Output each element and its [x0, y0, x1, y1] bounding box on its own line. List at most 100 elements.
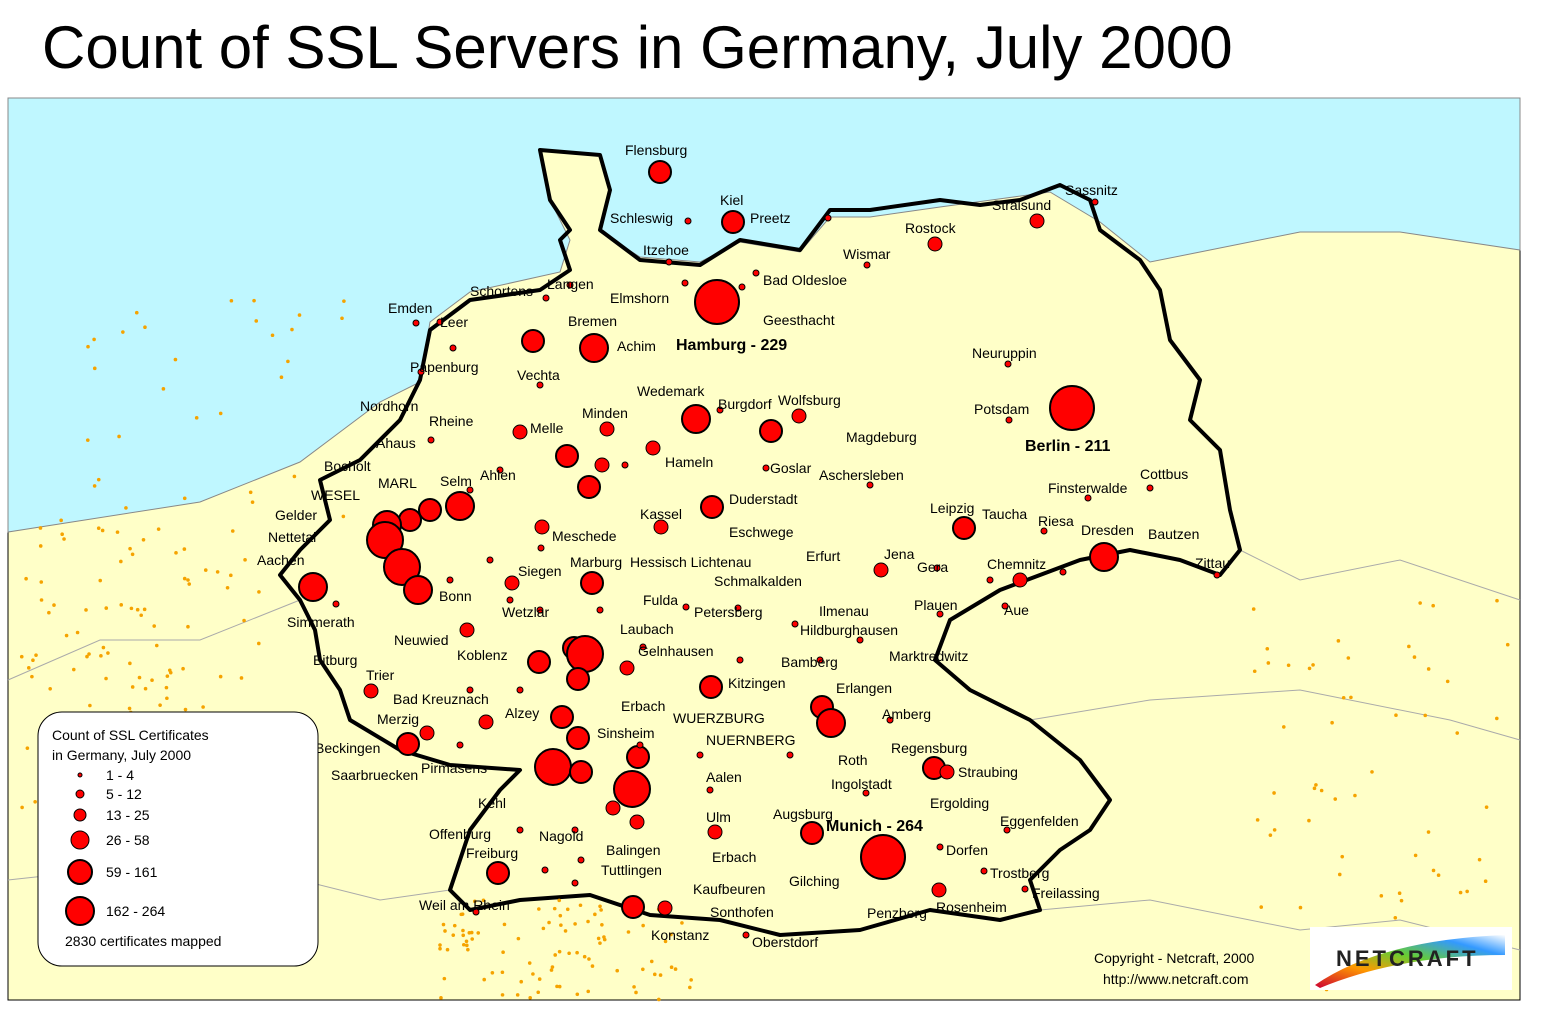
- foreign-dot: [87, 652, 91, 656]
- city-label: Kassel: [640, 506, 682, 522]
- foreign-dot: [1399, 898, 1404, 903]
- foreign-dot: [1483, 879, 1488, 883]
- foreign-dot: [173, 357, 178, 362]
- city-marker: [449, 344, 457, 352]
- city-marker: [762, 464, 770, 472]
- foreign-dot: [1268, 833, 1273, 837]
- city-label: Vechta: [517, 367, 560, 383]
- foreign-dot: [599, 908, 603, 912]
- foreign-dot: [182, 576, 187, 581]
- foreign-dot: [141, 537, 146, 542]
- city-label: Bautzen: [1148, 526, 1199, 542]
- city-label: Erbach: [621, 698, 665, 714]
- foreign-dot: [38, 526, 43, 530]
- foreign-dot: [1346, 656, 1351, 660]
- city-label: Gilching: [789, 873, 840, 889]
- city-marker: [759, 419, 783, 443]
- city-marker: [566, 281, 574, 289]
- foreign-dot: [1336, 639, 1341, 643]
- city-label: Freiburg: [466, 845, 518, 861]
- city-label: Balingen: [606, 842, 661, 858]
- foreign-dot: [1311, 663, 1315, 667]
- foreign-dot: [1379, 894, 1384, 898]
- city-marker: [639, 643, 647, 651]
- foreign-dot: [600, 923, 604, 927]
- foreign-dot: [467, 931, 472, 935]
- foreign-dot: [649, 959, 654, 964]
- city-marker: [684, 217, 692, 225]
- city-label: Langen: [547, 276, 594, 292]
- foreign-dot: [92, 484, 97, 488]
- foreign-dot: [490, 971, 495, 975]
- city-marker: [736, 656, 744, 664]
- city-label: Petersberg: [694, 604, 762, 620]
- legend-label: 162 - 264: [106, 903, 165, 919]
- city-marker: [665, 258, 673, 266]
- foreign-dot: [559, 923, 563, 927]
- city-label: Aue: [1004, 602, 1029, 618]
- city-label: Hessisch Lichtenau: [630, 554, 751, 570]
- foreign-dot: [64, 633, 69, 638]
- city-label: WUERZBURG: [673, 710, 765, 726]
- foreign-dot: [531, 972, 535, 976]
- foreign-dot: [60, 532, 64, 537]
- city-label: Wolfsburg: [778, 392, 841, 408]
- foreign-dot: [452, 923, 457, 928]
- foreign-dot: [154, 643, 159, 648]
- city-label: Kaufbeuren: [693, 881, 765, 897]
- city-label: Penzberg: [867, 905, 927, 921]
- city-marker: [569, 760, 593, 784]
- city-label: Finsterwalde: [1048, 480, 1128, 496]
- foreign-dot: [1251, 607, 1256, 611]
- city-marker: [936, 610, 944, 618]
- city-marker: [366, 521, 404, 559]
- foreign-dot: [218, 674, 223, 679]
- city-label: Merzig: [377, 711, 419, 727]
- foreign-dot: [85, 654, 89, 659]
- city-label: Schleswig: [610, 210, 673, 226]
- foreign-dot: [1431, 603, 1435, 608]
- city-marker: [824, 214, 832, 222]
- foreign-dot: [52, 603, 56, 607]
- city-label: Achim: [617, 338, 656, 354]
- city-label: Simmerath: [287, 614, 355, 630]
- foreign-dot: [292, 474, 297, 479]
- city-marker: [446, 576, 454, 584]
- city-label: Straubing: [958, 764, 1018, 780]
- city-label: Berlin - 211: [1025, 438, 1110, 455]
- city-marker: [566, 635, 604, 673]
- foreign-dot: [553, 953, 558, 957]
- foreign-dot: [586, 989, 591, 994]
- city-label: Weil am Rhein: [419, 897, 510, 913]
- city-label: Trostberg: [990, 865, 1049, 881]
- city-marker: [742, 931, 750, 939]
- city-label: Kiel: [720, 192, 743, 208]
- foreign-dot: [481, 898, 486, 903]
- city-marker: [445, 491, 475, 521]
- city-label: Marburg: [570, 554, 622, 570]
- city-label: Dorfen: [946, 842, 988, 858]
- foreign-dot: [33, 799, 37, 804]
- city-marker: [516, 686, 524, 694]
- foreign-dot: [470, 937, 475, 941]
- city-label: Amberg: [882, 706, 931, 722]
- city-marker: [636, 741, 644, 749]
- city-label: Riesa: [1038, 513, 1074, 529]
- city-marker: [816, 656, 824, 664]
- city-marker: [699, 675, 723, 699]
- foreign-dot: [279, 375, 284, 380]
- foreign-dot: [1341, 695, 1346, 700]
- foreign-dot: [106, 651, 110, 655]
- city-marker: [1091, 198, 1099, 206]
- foreign-dot: [342, 299, 346, 303]
- city-label: Cottbus: [1140, 466, 1188, 482]
- city-marker: [1146, 484, 1154, 492]
- city-label: Siegen: [518, 563, 562, 579]
- foreign-dot: [537, 907, 541, 911]
- city-marker: [534, 748, 572, 786]
- foreign-dot: [586, 919, 590, 924]
- city-marker: [536, 606, 544, 614]
- foreign-dot: [143, 686, 148, 691]
- city-markers: [298, 160, 1221, 939]
- foreign-dot: [536, 990, 541, 995]
